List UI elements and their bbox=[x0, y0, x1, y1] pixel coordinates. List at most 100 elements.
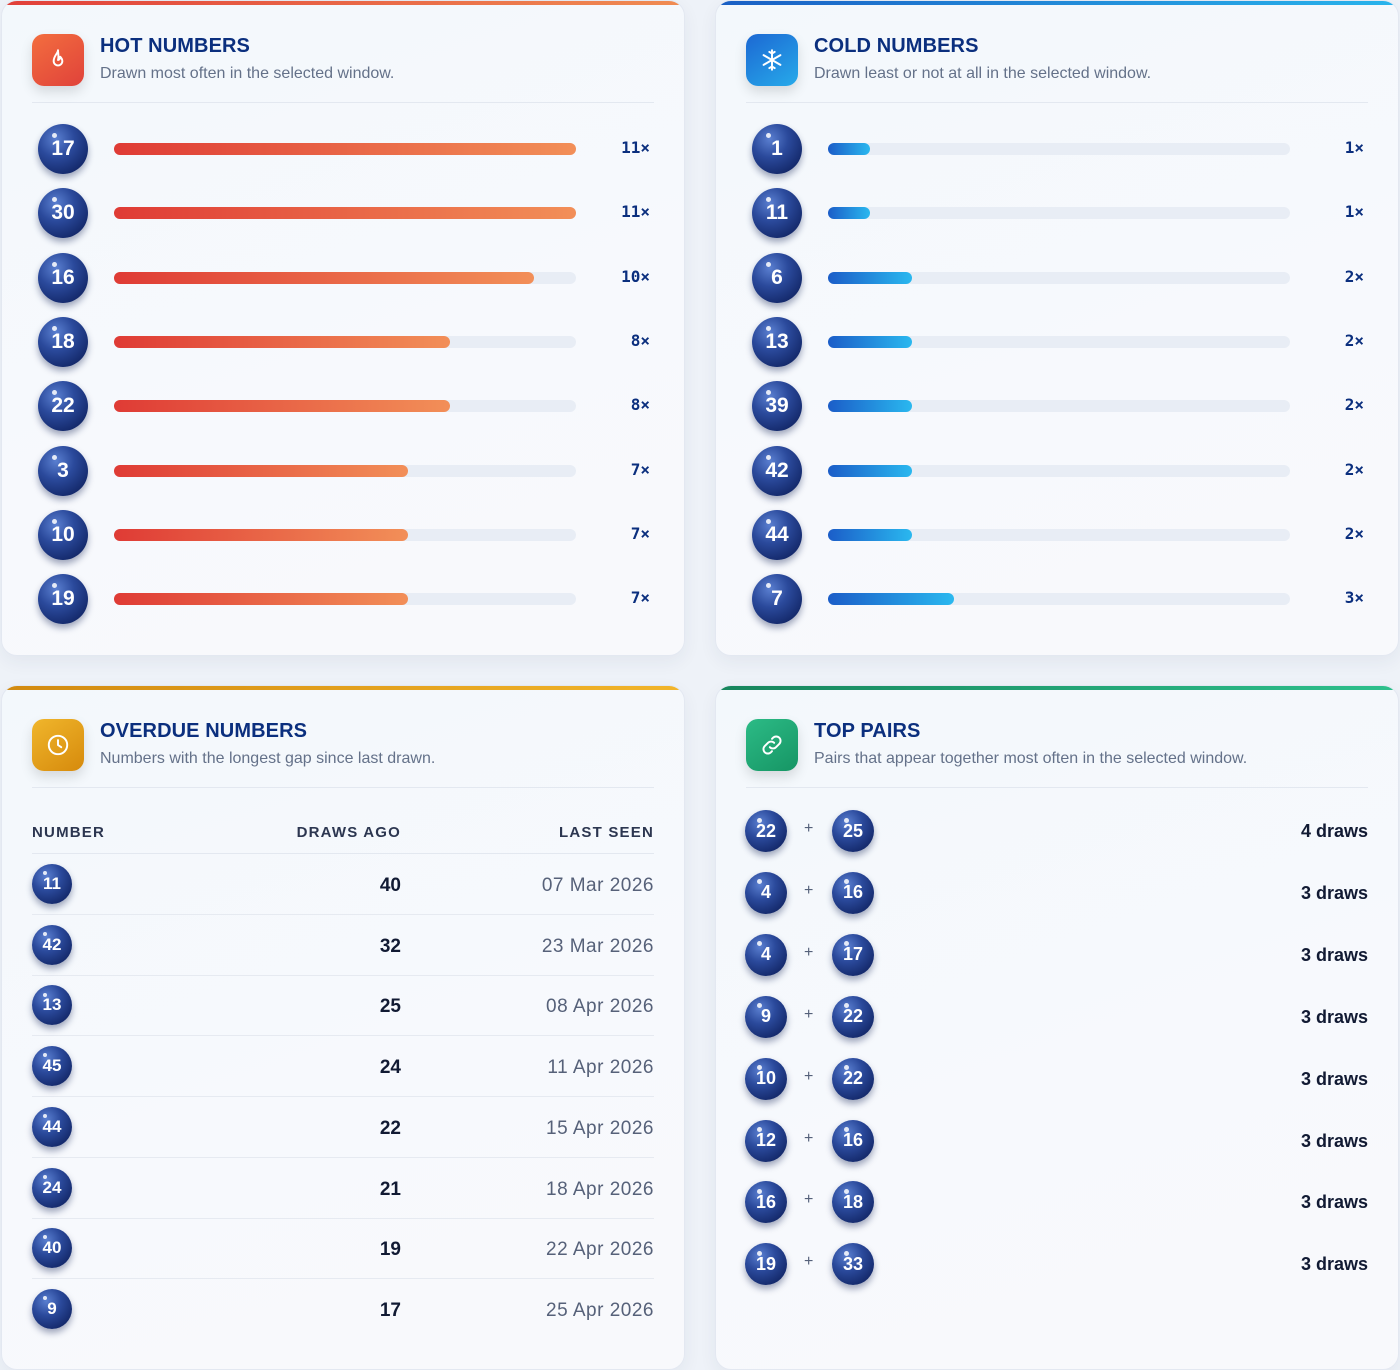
last-seen-cell: 15 Apr 2026 bbox=[546, 1117, 654, 1139]
pair-draw-count: 3 draws bbox=[1300, 1254, 1368, 1275]
number-ball: 13 bbox=[752, 316, 802, 367]
number-ball: 9 bbox=[32, 1288, 72, 1329]
number-row: 44 2× bbox=[752, 509, 1364, 560]
plus-sign: + bbox=[804, 1191, 814, 1209]
plus-sign: + bbox=[804, 1005, 814, 1023]
top-pairs-card: TOP PAIRS Pairs that appear together mos… bbox=[715, 685, 1399, 1370]
number-ball: 3 bbox=[38, 445, 88, 496]
card-subtitle: Drawn least or not at all in the selecte… bbox=[814, 65, 1152, 82]
frequency-bar-fill bbox=[828, 143, 870, 155]
pair-row: 22 +25 4 draws bbox=[745, 810, 1368, 854]
frequency-bar-track bbox=[114, 207, 576, 220]
number-row: 3 7× bbox=[38, 445, 650, 496]
table-row: 42 32 23 Mar 2026 bbox=[32, 915, 654, 976]
frequency-bar-fill bbox=[114, 207, 576, 220]
frequency-bar-track bbox=[114, 335, 576, 348]
number-ball: 17 bbox=[832, 933, 874, 976]
number-row: 16 10× bbox=[38, 252, 650, 303]
frequency-bar-fill bbox=[828, 528, 912, 541]
card-title: TOP PAIRS bbox=[814, 720, 921, 742]
number-row: 7 3× bbox=[752, 574, 1364, 625]
frequency-bar-fill bbox=[828, 271, 912, 284]
number-ball: 9 bbox=[745, 995, 787, 1038]
number-ball: 16 bbox=[832, 871, 874, 914]
number-ball: 17 bbox=[38, 124, 88, 174]
frequency-bar-track bbox=[114, 593, 576, 606]
last-seen-cell: 23 Mar 2026 bbox=[541, 935, 654, 957]
column-header-number: NUMBER bbox=[32, 824, 106, 841]
overdue-numbers-card: OVERDUE NUMBERS Numbers with the longest… bbox=[1, 685, 685, 1370]
number-ball: 33 bbox=[832, 1243, 874, 1286]
number-ball: 42 bbox=[752, 445, 802, 496]
number-ball: 11 bbox=[32, 864, 72, 904]
pair-draw-count: 3 draws bbox=[1300, 882, 1368, 903]
number-row: 18 8× bbox=[38, 316, 650, 367]
pair-draw-count: 3 draws bbox=[1300, 944, 1368, 965]
frequency-bar-track bbox=[828, 271, 1290, 284]
number-row: 1 1× bbox=[752, 124, 1364, 174]
number-ball: 39 bbox=[752, 381, 802, 432]
frequency-bar-track bbox=[114, 464, 576, 477]
frequency-bar-fill bbox=[828, 400, 912, 413]
number-ball: 22 bbox=[832, 995, 874, 1038]
frequency-count: 2× bbox=[1344, 330, 1364, 350]
cold-numbers-card: COLD NUMBERS Drawn least or not at all i… bbox=[715, 0, 1399, 656]
frequency-bar-fill bbox=[828, 593, 954, 606]
frequency-bar-fill bbox=[828, 464, 912, 477]
frequency-count: 10× bbox=[621, 266, 650, 286]
pair-row: 9 +22 3 draws bbox=[745, 995, 1368, 1040]
number-row: 19 7× bbox=[38, 574, 650, 625]
frequency-bar-fill bbox=[114, 400, 450, 413]
draws-ago-cell: 40 bbox=[379, 875, 401, 896]
draws-ago-cell: 24 bbox=[379, 1057, 401, 1079]
snowflake-icon bbox=[746, 34, 798, 86]
number-ball: 18 bbox=[38, 316, 88, 367]
card-header: COLD NUMBERS Drawn least or not at all i… bbox=[746, 33, 1368, 103]
frequency-bar-fill bbox=[114, 528, 408, 541]
pair-draw-count: 3 draws bbox=[1300, 1192, 1368, 1213]
frequency-count: 11× bbox=[621, 138, 650, 157]
hot-numbers-card: HOT NUMBERS Drawn most often in the sele… bbox=[1, 0, 685, 656]
frequency-bar-track bbox=[828, 207, 1290, 220]
number-row: 39 2× bbox=[752, 381, 1364, 432]
card-subtitle: Numbers with the longest gap since last … bbox=[100, 750, 436, 767]
plus-sign: + bbox=[804, 1253, 814, 1271]
number-ball: 22 bbox=[745, 810, 787, 852]
card-header: OVERDUE NUMBERS Numbers with the longest… bbox=[32, 718, 654, 788]
number-ball: 19 bbox=[38, 574, 88, 625]
last-seen-cell: 07 Mar 2026 bbox=[541, 875, 654, 896]
frequency-bar-track bbox=[828, 593, 1290, 606]
number-row: 11 1× bbox=[752, 188, 1364, 239]
table-row: 9 17 25 Apr 2026 bbox=[32, 1279, 654, 1340]
number-ball: 16 bbox=[832, 1119, 874, 1162]
pair-draw-count: 3 draws bbox=[1300, 1068, 1368, 1089]
number-row: 22 8× bbox=[38, 381, 650, 432]
number-ball: 13 bbox=[32, 985, 72, 1026]
number-ball: 44 bbox=[752, 509, 802, 560]
number-row: 30 11× bbox=[38, 188, 650, 239]
number-ball: 25 bbox=[832, 810, 874, 852]
frequency-count: 1× bbox=[1344, 138, 1364, 157]
table-row: 13 25 08 Apr 2026 bbox=[32, 975, 654, 1037]
number-ball: 44 bbox=[32, 1106, 72, 1147]
pair-row: 4 +16 3 draws bbox=[745, 871, 1368, 916]
pair-row: 12 +16 3 draws bbox=[745, 1119, 1368, 1164]
card-title: OVERDUE NUMBERS bbox=[100, 720, 308, 742]
frequency-bar-fill bbox=[828, 207, 870, 220]
frequency-bar-fill bbox=[114, 593, 408, 606]
frequency-bar-track bbox=[828, 400, 1290, 413]
frequency-count: 1× bbox=[1344, 202, 1364, 222]
plus-sign: + bbox=[804, 1067, 814, 1085]
number-ball: 18 bbox=[832, 1181, 874, 1224]
number-ball: 12 bbox=[745, 1119, 787, 1162]
plus-sign: + bbox=[804, 881, 814, 899]
draws-ago-cell: 19 bbox=[379, 1239, 401, 1261]
plus-sign: + bbox=[804, 943, 814, 961]
frequency-count: 7× bbox=[630, 523, 650, 543]
frequency-bar-track bbox=[114, 143, 576, 155]
frequency-count: 3× bbox=[1344, 588, 1364, 608]
frequency-count: 2× bbox=[1344, 523, 1364, 543]
number-ball: 40 bbox=[32, 1228, 72, 1269]
last-seen-cell: 08 Apr 2026 bbox=[546, 996, 654, 1018]
draws-ago-cell: 22 bbox=[379, 1117, 401, 1139]
